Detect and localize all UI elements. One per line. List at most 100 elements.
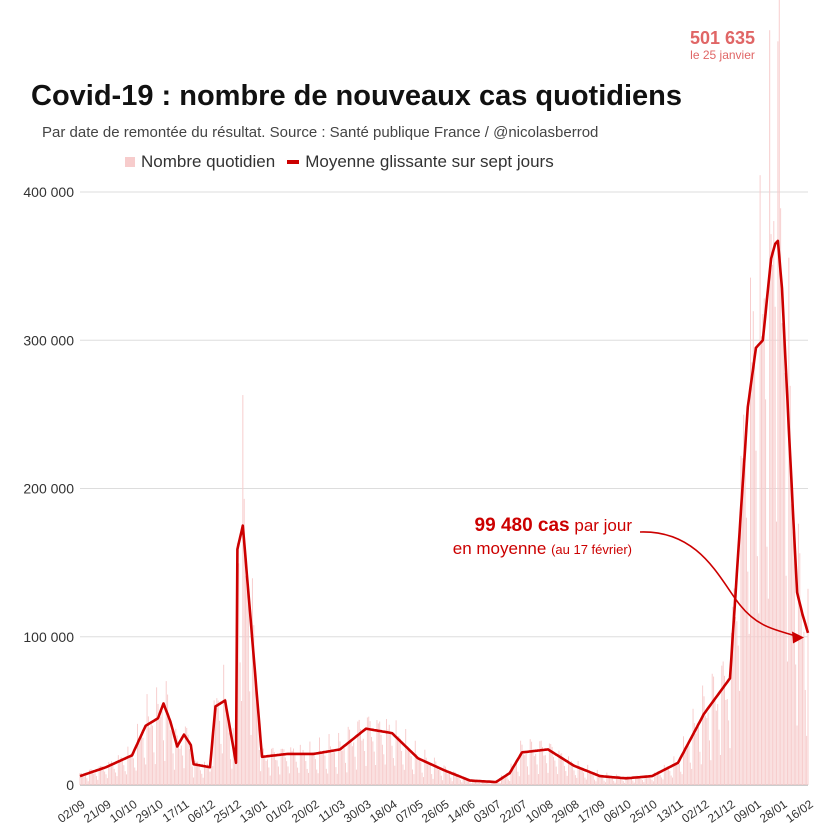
y-tick-label: 400 000 [23, 184, 74, 200]
daily-bar [271, 748, 273, 785]
daily-bar [210, 767, 212, 785]
daily-bar [580, 767, 582, 785]
daily-bar [317, 773, 319, 785]
daily-bar [297, 767, 299, 785]
legend: Nombre quotidien Moyenne glissante sur s… [125, 152, 566, 172]
legend-item-line: Moyenne glissante sur sept jours [287, 152, 554, 172]
daily-bar [262, 748, 264, 785]
daily-bar [135, 770, 137, 785]
daily-bar [349, 729, 351, 785]
daily-bar [173, 769, 175, 785]
daily-bars [79, 0, 809, 786]
daily-bar [328, 734, 330, 785]
daily-bar [183, 768, 185, 785]
daily-bar [346, 772, 348, 785]
daily-bar [171, 730, 173, 785]
daily-bar [537, 774, 539, 785]
daily-bar [414, 740, 416, 785]
daily-bar [736, 621, 738, 785]
daily-bar [461, 782, 463, 785]
x-tick-label: 21/12 [705, 797, 738, 826]
daily-bar [308, 772, 310, 785]
chart-title: Covid-19 : nombre de nouveaux cas quotid… [31, 80, 683, 112]
daily-bar [745, 517, 747, 785]
daily-bar [659, 775, 661, 785]
daily-bar [444, 766, 446, 785]
daily-bar [622, 780, 624, 785]
x-tick-label: 02/09 [55, 797, 88, 826]
daily-bar [743, 414, 745, 785]
daily-bar [340, 750, 342, 785]
daily-bar [234, 752, 236, 785]
daily-bar [520, 740, 522, 785]
daily-bar [302, 749, 304, 785]
daily-bar [806, 735, 808, 785]
daily-bar [714, 697, 716, 785]
daily-bar [767, 598, 769, 785]
daily-bar [678, 764, 680, 785]
daily-bar [621, 778, 623, 785]
daily-bar [522, 754, 524, 785]
daily-bar [292, 748, 294, 785]
daily-bar [773, 221, 775, 785]
legend-bars-label: Nombre quotidien [141, 152, 276, 171]
daily-bar [150, 722, 152, 785]
daily-bar [702, 685, 704, 785]
daily-bar [201, 773, 203, 785]
daily-bar [119, 760, 121, 785]
daily-bar [216, 698, 218, 785]
daily-bar [230, 759, 232, 785]
daily-bar [134, 767, 136, 785]
daily-bar [473, 780, 475, 785]
daily-bar [599, 776, 601, 785]
daily-bar [324, 755, 326, 785]
x-tick-label: 10/08 [523, 797, 556, 826]
daily-bar [273, 752, 275, 785]
daily-bar [95, 776, 97, 785]
daily-bar [375, 765, 377, 785]
daily-bar [771, 264, 773, 785]
daily-bar [299, 744, 301, 785]
daily-bar [351, 746, 353, 785]
daily-bar [602, 776, 604, 785]
daily-bar [532, 750, 534, 785]
daily-bar [240, 701, 242, 785]
daily-bar [162, 740, 164, 785]
daily-bar [243, 498, 245, 785]
daily-bar [609, 777, 611, 785]
daily-bar [656, 771, 658, 785]
daily-bar [490, 783, 492, 785]
daily-bar [412, 769, 414, 785]
daily-bar [209, 771, 211, 785]
daily-bar [288, 773, 290, 785]
daily-bar [785, 575, 787, 785]
daily-bar [184, 726, 186, 785]
daily-bar [104, 771, 106, 785]
x-tick-label: 06/10 [601, 797, 634, 826]
daily-bar [245, 575, 247, 785]
y-tick-label: 100 000 [23, 629, 74, 645]
daily-bar [700, 764, 702, 785]
x-tick-label: 28/01 [757, 797, 790, 826]
daily-bar [427, 764, 429, 785]
legend-item-bars: Nombre quotidien [125, 152, 275, 172]
daily-bar [347, 726, 349, 785]
daily-bar [629, 779, 631, 785]
daily-bar [756, 556, 758, 785]
daily-bar [506, 775, 508, 785]
daily-bar [199, 770, 201, 785]
daily-bar [707, 712, 709, 785]
daily-bar [132, 758, 134, 785]
daily-bar [673, 756, 675, 785]
daily-bar [286, 761, 288, 785]
daily-bar [466, 780, 468, 785]
daily-bar [195, 761, 197, 785]
daily-bar [781, 323, 783, 785]
daily-bar [557, 774, 559, 785]
daily-bar [804, 689, 806, 785]
daily-bar [205, 765, 207, 785]
daily-bar [703, 696, 705, 785]
daily-bar [208, 767, 210, 785]
daily-bar [733, 588, 735, 785]
daily-bar [488, 783, 490, 785]
